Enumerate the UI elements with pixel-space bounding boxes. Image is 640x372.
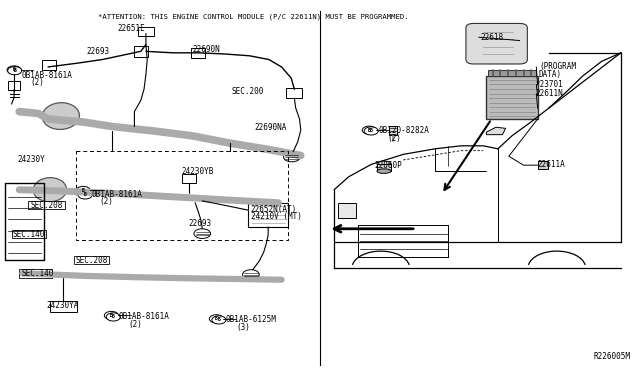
- Text: 22690N: 22690N: [192, 45, 220, 54]
- Text: 22060P: 22060P: [374, 161, 402, 170]
- Text: 24210V (MT): 24210V (MT): [251, 212, 301, 221]
- Text: B: B: [112, 314, 115, 320]
- Bar: [138, 27, 154, 36]
- Text: (2): (2): [128, 320, 142, 329]
- Circle shape: [7, 66, 21, 74]
- Text: *ATTENTION: THIS ENGINE CONTROL MODULE (P/C 22611N) MUST BE PROGRAMMED.: *ATTENTION: THIS ENGINE CONTROL MODULE (…: [98, 13, 408, 19]
- Text: B: B: [110, 313, 113, 318]
- Text: B: B: [84, 192, 86, 198]
- Bar: [191, 48, 205, 58]
- FancyBboxPatch shape: [248, 203, 288, 227]
- Text: *23701: *23701: [535, 80, 563, 89]
- Text: 24230Y: 24230Y: [18, 155, 45, 164]
- Bar: [12, 230, 46, 238]
- Circle shape: [212, 316, 226, 324]
- Text: 22611A: 22611A: [538, 160, 565, 169]
- FancyBboxPatch shape: [466, 23, 527, 64]
- Text: 22651E: 22651E: [117, 24, 145, 33]
- Bar: [42, 60, 56, 70]
- Bar: [488, 70, 536, 76]
- Text: SEC.140: SEC.140: [21, 269, 54, 278]
- Text: (2): (2): [99, 197, 113, 206]
- Circle shape: [284, 152, 300, 162]
- Bar: [8, 81, 20, 90]
- Text: 22652N(AT): 22652N(AT): [251, 205, 297, 214]
- Text: B: B: [13, 68, 16, 73]
- Text: 22618: 22618: [480, 33, 503, 42]
- Ellipse shape: [33, 178, 67, 202]
- Text: B: B: [13, 67, 15, 73]
- Text: SEC.200: SEC.200: [232, 87, 264, 96]
- Bar: [486, 76, 538, 119]
- Text: R226005M: R226005M: [593, 352, 630, 361]
- Bar: [538, 161, 548, 169]
- Bar: [74, 256, 109, 264]
- Text: SEC.208: SEC.208: [30, 201, 63, 210]
- Text: (PROGRAM: (PROGRAM: [539, 62, 576, 71]
- Bar: [377, 164, 391, 171]
- Ellipse shape: [42, 103, 79, 129]
- Text: SEC.140: SEC.140: [13, 230, 45, 239]
- Text: 22690NA: 22690NA: [255, 123, 287, 132]
- Ellipse shape: [377, 169, 391, 173]
- Circle shape: [106, 313, 120, 321]
- Circle shape: [364, 127, 378, 135]
- Bar: [389, 126, 397, 135]
- Text: 22693: 22693: [189, 219, 212, 228]
- Text: 0B1AB-8161A: 0B1AB-8161A: [92, 190, 142, 199]
- Text: 0B1AB-8161A: 0B1AB-8161A: [118, 312, 169, 321]
- Text: 24230YA: 24230YA: [46, 301, 79, 310]
- Bar: [28, 201, 65, 209]
- Text: 0B1AB-8161A: 0B1AB-8161A: [21, 71, 72, 80]
- Text: 0B1AB-6125M: 0B1AB-6125M: [225, 315, 276, 324]
- Text: B: B: [215, 316, 218, 321]
- Text: B: B: [370, 128, 372, 134]
- Text: DATA): DATA): [539, 70, 562, 79]
- Polygon shape: [486, 127, 506, 135]
- Ellipse shape: [377, 161, 391, 166]
- Text: B: B: [82, 188, 84, 193]
- Bar: [287, 88, 302, 98]
- Text: (2): (2): [387, 134, 401, 143]
- Text: 22611N: 22611N: [535, 89, 563, 98]
- Circle shape: [8, 67, 22, 75]
- Text: (2): (2): [31, 78, 45, 87]
- Bar: [50, 301, 77, 312]
- Text: (3): (3): [237, 323, 251, 332]
- Circle shape: [76, 186, 90, 195]
- Text: 0B120-8282A: 0B120-8282A: [379, 126, 429, 135]
- Text: SEC.208: SEC.208: [76, 256, 108, 265]
- Circle shape: [194, 229, 211, 238]
- Circle shape: [243, 270, 259, 279]
- Bar: [338, 203, 356, 218]
- Text: B: B: [368, 128, 371, 133]
- Bar: [182, 174, 196, 183]
- Circle shape: [362, 126, 376, 134]
- Bar: [19, 269, 52, 278]
- Text: B: B: [218, 317, 220, 323]
- Circle shape: [209, 315, 223, 323]
- Text: 24230YB: 24230YB: [181, 167, 214, 176]
- Bar: [134, 46, 148, 57]
- Circle shape: [78, 191, 92, 199]
- Text: 22693: 22693: [86, 47, 109, 56]
- Circle shape: [104, 311, 118, 320]
